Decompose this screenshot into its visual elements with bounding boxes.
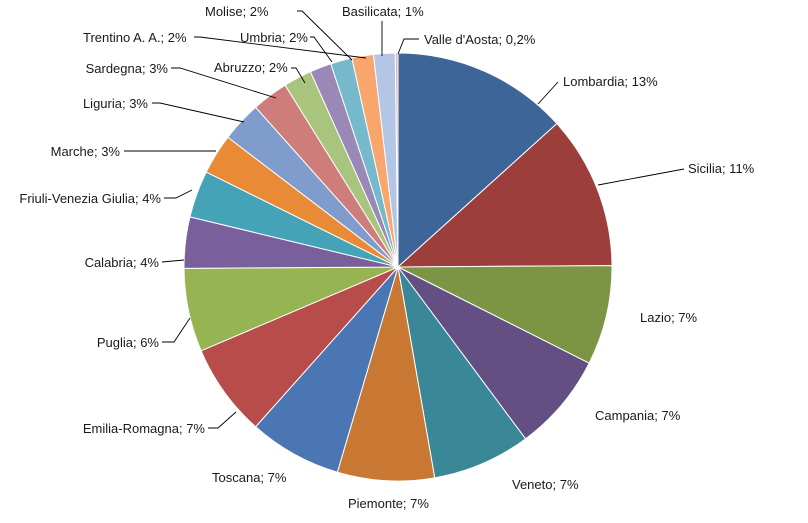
slice-label: Campania; 7% (595, 408, 681, 423)
slice-label: Lazio; 7% (640, 310, 698, 325)
leader-lines (124, 10, 685, 429)
slice-label: Trentino A. A.; 2% (83, 30, 187, 45)
slice-label: Valle d'Aosta; 0,2% (424, 32, 536, 47)
slice-label: Umbria; 2% (240, 30, 308, 45)
slice-label: Basilicata; 1% (342, 4, 424, 19)
slice-label: Piemonte; 7% (348, 496, 429, 511)
slice-label: Abruzzo; 2% (214, 60, 288, 75)
slice-label: Puglia; 6% (97, 335, 160, 350)
leader-line (161, 259, 185, 263)
slice-labels: Lombardia; 13% Sicilia; 11% Lazio; 7% Campa… (19, 4, 754, 511)
leader-line (208, 411, 237, 429)
slice-label: Emilia-Romagna; 7% (83, 421, 206, 436)
slice-label: Sardegna; 3% (86, 61, 169, 76)
slice-label: Sicilia; 11% (688, 161, 755, 176)
slice-label: Veneto; 7% (512, 477, 579, 492)
slice-label: Liguria; 3% (83, 96, 148, 111)
slice-label: Toscana; 7% (212, 470, 287, 485)
slice-label: Molise; 2% (205, 4, 269, 19)
pie-slice (397, 52, 558, 269)
leader-line (162, 317, 191, 343)
pie-slice (396, 122, 613, 268)
leader-line (537, 81, 559, 105)
leader-line (152, 102, 245, 123)
pie-slice (397, 266, 590, 440)
slice-label: Marche; 3% (51, 144, 121, 159)
leader-line (597, 168, 685, 186)
pie-slices (183, 52, 613, 482)
leader-line (310, 36, 333, 63)
leader-line (171, 67, 277, 99)
leader-line (397, 38, 419, 55)
leader-line (291, 67, 306, 84)
slice-label: Calabria; 4% (85, 255, 160, 270)
slice-label: Friuli-Venezia Giulia; 4% (19, 191, 161, 206)
leader-line (164, 189, 193, 199)
pie-slice (336, 266, 436, 482)
leader-line (297, 10, 353, 61)
slice-label: Lombardia; 13% (563, 74, 658, 89)
pie-slice (397, 265, 613, 364)
leader-line (194, 36, 367, 59)
pie-slice (397, 266, 527, 479)
